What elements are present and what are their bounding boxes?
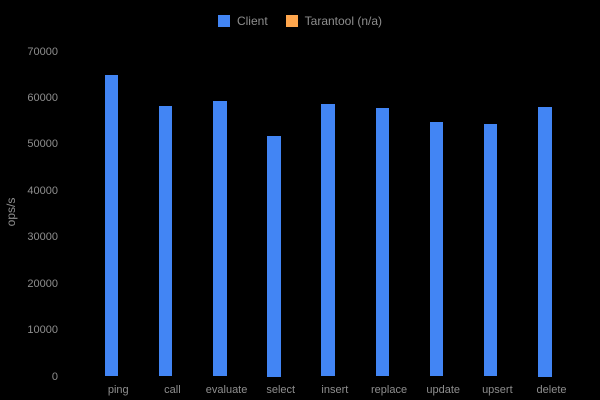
bar-select[interactable] <box>267 136 281 377</box>
legend-swatch <box>285 15 298 27</box>
x-tick-select: select <box>266 384 296 396</box>
bar-replace[interactable] <box>375 108 390 377</box>
y-axis-title: ops/s <box>4 197 18 227</box>
legend-label: Client <box>236 14 268 28</box>
bar-delete[interactable] <box>538 106 552 377</box>
x-tick-insert: insert <box>321 384 349 396</box>
y-tick-label: 70000 <box>27 45 58 58</box>
bar-insert[interactable] <box>321 104 335 377</box>
legend-item-tarantool-n-a[interactable]: Tarantool (n/a) <box>285 14 383 28</box>
bar-update[interactable] <box>429 121 444 377</box>
legend-label: Tarantool (n/a) <box>304 14 383 28</box>
legend-swatch <box>217 15 230 27</box>
y-tick-label: 30000 <box>27 231 58 244</box>
x-tick-ping: ping <box>107 384 129 396</box>
x-tick-upsert: upsert <box>482 384 513 396</box>
y-tick-label: 40000 <box>27 184 58 197</box>
y-tick-label: 20000 <box>27 277 58 290</box>
bar-upsert[interactable] <box>483 123 498 377</box>
y-tick-label: 50000 <box>27 138 58 151</box>
y-tick-label: 10000 <box>27 324 58 337</box>
bar-ping[interactable] <box>104 75 119 377</box>
y-tick-label: 60000 <box>27 91 58 104</box>
legend-item-client[interactable]: Client <box>217 14 268 28</box>
x-tick-call: call <box>164 384 181 396</box>
x-tick-delete: delete <box>536 384 567 396</box>
x-tick-update: update <box>426 384 461 396</box>
x-tick-evaluate: evaluate <box>205 384 248 396</box>
legend: Client Tarantool (n/a) <box>0 14 600 28</box>
x-tick-replace: replace <box>371 384 408 396</box>
y-tick-label: 0 <box>51 370 58 383</box>
bar-call[interactable] <box>158 106 173 377</box>
bar-evaluate[interactable] <box>213 101 227 377</box>
